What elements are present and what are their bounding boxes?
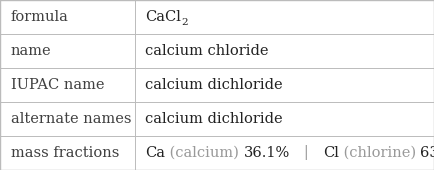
Text: IUPAC name: IUPAC name <box>11 78 104 92</box>
Text: CaCl: CaCl <box>145 10 181 24</box>
Text: (chlorine): (chlorine) <box>339 146 421 160</box>
Text: calcium dichloride: calcium dichloride <box>145 112 283 126</box>
Text: calcium chloride: calcium chloride <box>145 44 269 58</box>
Text: 63.9%: 63.9% <box>421 146 434 160</box>
Text: |: | <box>290 146 323 160</box>
Text: alternate names: alternate names <box>11 112 132 126</box>
Text: calcium dichloride: calcium dichloride <box>145 78 283 92</box>
Text: 36.1%: 36.1% <box>244 146 290 160</box>
Text: mass fractions: mass fractions <box>11 146 119 160</box>
Text: (calcium): (calcium) <box>165 146 244 160</box>
Text: 2: 2 <box>181 18 188 27</box>
Text: name: name <box>11 44 52 58</box>
Text: formula: formula <box>11 10 69 24</box>
Text: Cl: Cl <box>323 146 339 160</box>
Text: Ca: Ca <box>145 146 165 160</box>
